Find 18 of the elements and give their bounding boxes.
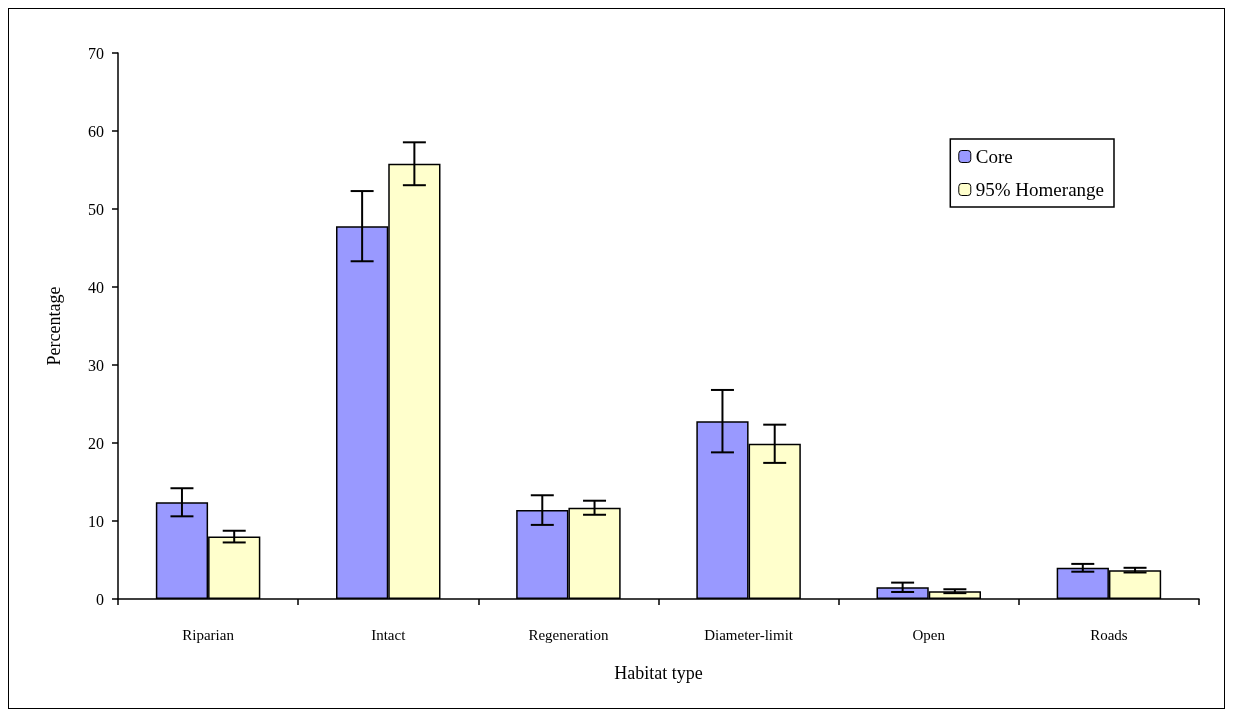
y-tick-label: 0 <box>96 590 104 608</box>
x-tick-label: Intact <box>371 626 407 643</box>
y-tick-label: 40 <box>88 278 104 296</box>
x-tick-label: Open <box>912 626 946 643</box>
x-tick-label: Regeneration <box>528 626 609 643</box>
legend-label: 95% Homerange <box>975 179 1105 200</box>
y-tick-label: 30 <box>88 356 104 374</box>
x-tick-label: Roads <box>1090 626 1128 643</box>
x-tick-label: Diameter-limit <box>704 626 794 643</box>
y-tick-label: 60 <box>88 122 104 140</box>
legend-label: Core <box>975 146 1013 167</box>
y-tick-label: 50 <box>88 200 104 218</box>
y-axis-title: Percentage <box>44 286 64 366</box>
y-tick-label: 10 <box>88 512 104 530</box>
x-axis-title: Habitat type <box>614 663 703 683</box>
y-tick-label: 70 <box>88 44 104 62</box>
y-tick-label: 20 <box>88 434 104 452</box>
x-tick-label: Riparian <box>182 626 235 643</box>
